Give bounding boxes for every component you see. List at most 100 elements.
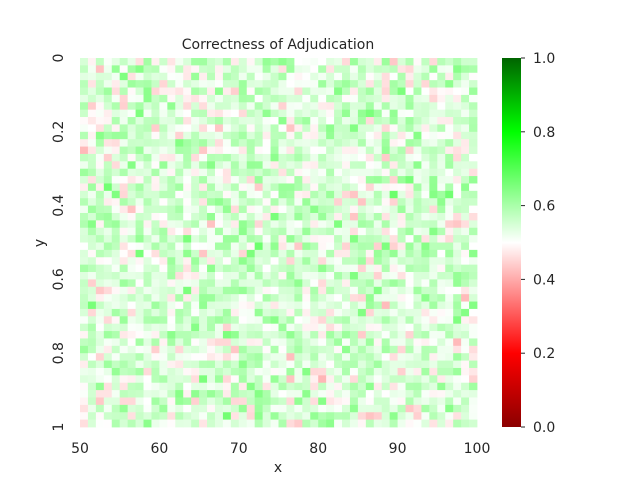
heatmap-cell — [135, 72, 144, 81]
heatmap-cell — [238, 412, 248, 421]
heatmap-cell — [349, 382, 359, 391]
heatmap-cell — [262, 190, 271, 199]
heatmap-cell — [413, 80, 422, 88]
heatmap-cell — [397, 212, 406, 221]
heatmap-cell — [270, 212, 279, 221]
heatmap-cell — [453, 353, 462, 361]
heatmap-cell — [286, 131, 295, 140]
heatmap-cell — [119, 279, 129, 288]
heatmap-cell — [334, 190, 343, 199]
heatmap-cell — [461, 109, 470, 118]
heatmap-cell — [397, 294, 406, 302]
heatmap-cell — [373, 249, 383, 258]
heatmap-cell — [214, 301, 224, 310]
heatmap-cell — [342, 345, 351, 354]
heatmap-cell — [262, 331, 271, 339]
heatmap-cell — [135, 286, 144, 295]
heatmap-cell — [381, 80, 391, 88]
heatmap-cell — [151, 220, 160, 229]
heatmap-cell — [294, 279, 303, 288]
heatmap-cell — [413, 65, 422, 74]
heatmap-cell — [461, 205, 470, 214]
heatmap-cell — [357, 168, 367, 177]
heatmap-cell — [357, 161, 367, 170]
heatmap-cell — [262, 198, 271, 206]
heatmap-cell — [127, 176, 136, 184]
heatmap-cell — [381, 308, 391, 317]
heatmap-cell — [119, 375, 129, 384]
heatmap-cell — [191, 279, 200, 288]
heatmap-cell — [294, 308, 303, 317]
heatmap-cell — [151, 412, 160, 421]
heatmap-cell — [246, 94, 256, 103]
heatmap-cell — [421, 323, 430, 332]
heatmap-cell — [278, 279, 287, 288]
heatmap-cell — [342, 272, 351, 280]
heatmap-cell — [445, 257, 454, 266]
heatmap-cell — [302, 72, 311, 81]
heatmap-cell — [246, 190, 256, 199]
heatmap-cell — [365, 367, 375, 376]
heatmap-cell — [143, 80, 152, 88]
heatmap-cell — [95, 117, 105, 125]
heatmap-cell — [397, 316, 406, 325]
heatmap-cell — [318, 124, 327, 133]
heatmap-cell — [357, 249, 367, 258]
heatmap-cell — [357, 308, 367, 317]
heatmap-cell — [246, 131, 256, 140]
heatmap-cell — [230, 94, 240, 103]
heatmap-cell — [302, 242, 311, 251]
heatmap-cell — [183, 80, 192, 88]
heatmap-cell — [222, 183, 232, 192]
heatmap-cell — [127, 109, 136, 118]
heatmap-cell — [286, 331, 295, 339]
heatmap-cell — [318, 279, 327, 288]
heatmap-cell — [167, 205, 176, 214]
heatmap-cell — [405, 65, 414, 74]
heatmap-cell — [127, 146, 136, 155]
heatmap-cell — [429, 168, 438, 177]
heatmap-cell — [286, 316, 295, 325]
heatmap-cell — [286, 272, 295, 280]
heatmap-cell — [254, 360, 264, 369]
heatmap-cell — [453, 212, 462, 221]
heatmap-cell — [111, 419, 121, 428]
heatmap-cell — [453, 131, 462, 140]
heatmap-cell — [326, 301, 335, 310]
heatmap-cell — [214, 257, 224, 266]
heatmap-cell — [278, 257, 287, 266]
heatmap-cell — [469, 264, 478, 273]
y-tick-label: 1 — [51, 423, 67, 432]
heatmap-cell — [357, 301, 367, 310]
heatmap-cell — [230, 301, 240, 310]
heatmap-cell — [183, 308, 192, 317]
heatmap-cell — [429, 390, 438, 398]
heatmap-cell — [175, 404, 184, 413]
heatmap-cell — [214, 375, 224, 384]
heatmap-cell — [222, 249, 232, 258]
heatmap-cell — [103, 102, 113, 111]
heatmap-cell — [286, 419, 295, 428]
heatmap-cell — [230, 183, 240, 192]
heatmap-cell — [421, 235, 430, 243]
heatmap-cell — [302, 345, 311, 354]
heatmap-cell — [445, 102, 454, 111]
heatmap-cell — [127, 316, 136, 325]
heatmap-cell — [357, 227, 367, 236]
heatmap-cell — [405, 279, 414, 288]
heatmap-cell — [326, 80, 335, 88]
heatmap-cell — [413, 404, 422, 413]
heatmap-cell — [151, 404, 160, 413]
heatmap-cell — [135, 94, 144, 103]
heatmap-cell — [254, 404, 264, 413]
heatmap-cell — [445, 272, 454, 280]
heatmap-cell — [445, 367, 454, 376]
heatmap-cell — [357, 80, 367, 88]
heatmap-cell — [357, 153, 367, 162]
heatmap-cell — [159, 272, 168, 280]
heatmap-cell — [143, 353, 152, 361]
heatmap-cell — [135, 412, 144, 421]
heatmap-cell — [175, 117, 184, 125]
heatmap-cell — [357, 404, 367, 413]
heatmap-cell — [80, 72, 89, 81]
